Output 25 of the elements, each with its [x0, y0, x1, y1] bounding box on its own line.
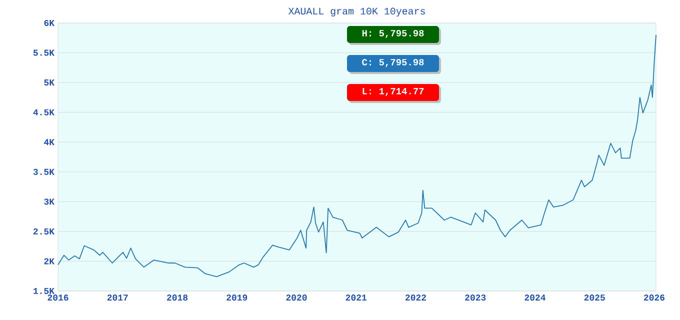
x-tick-label: 2019 — [226, 294, 248, 301]
y-tick-label: 1.5K — [34, 288, 54, 294]
y-tick-label: 3K — [44, 198, 54, 205]
y-tick-label: 6K — [44, 20, 54, 26]
chart-title: XAUALL gram 10K 10years — [288, 8, 425, 16]
y-tick-label: 4K — [44, 139, 54, 146]
x-tick-label: 2025 — [584, 294, 605, 301]
x-tick-label: 2017 — [107, 294, 128, 301]
x-tick-label: 2023 — [465, 294, 486, 301]
annotation: H: 5,795.98 — [362, 30, 424, 38]
y-tick-label: 3.5K — [33, 168, 54, 175]
annotation: C: 5,795.98 — [362, 59, 424, 67]
x-tick-label: 2020 — [286, 294, 307, 301]
x-tick-label: 2026 — [644, 294, 664, 301]
y-tick-label: 2K — [44, 258, 54, 264]
x-tick-label: 2018 — [167, 294, 188, 301]
annotation: L: 1,714.77 — [362, 88, 424, 96]
x-tick-label: 2016 — [48, 294, 68, 301]
x-tick-label: 2024 — [524, 294, 546, 301]
y-tick-label: 5K — [44, 80, 54, 86]
x-tick-label: 2022 — [406, 294, 426, 301]
x-tick-label: 2021 — [346, 294, 366, 301]
y-tick-label: 5.5K — [33, 50, 54, 56]
y-tick-label: 4.5K — [33, 109, 54, 116]
y-tick-label: 2.5K — [33, 228, 54, 234]
